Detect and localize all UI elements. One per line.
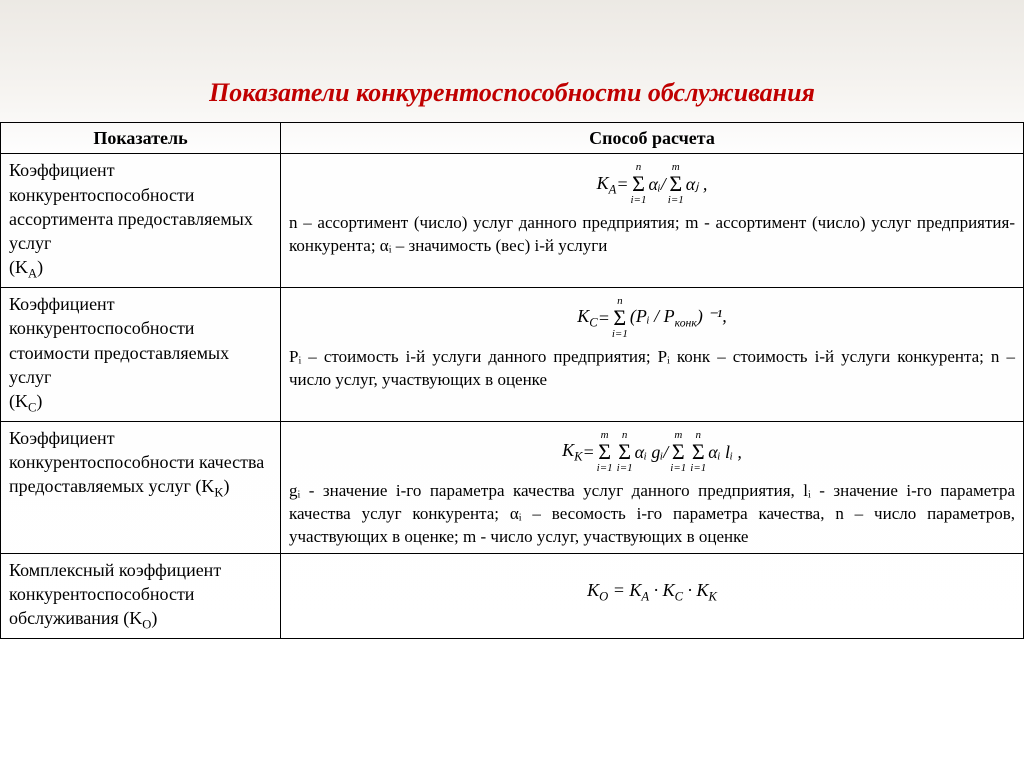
eq: =: [598, 306, 610, 330]
symbol-close: ): [151, 608, 157, 628]
mid: αᵢ gᵢ: [635, 440, 664, 464]
mid2: αᵢ lᵢ ,: [708, 440, 742, 464]
eq: =: [583, 440, 595, 464]
lhs: K: [562, 440, 574, 460]
formula-description: n – ассортимент (число) услуг данного пр…: [289, 212, 1015, 258]
symbol-close: ): [36, 391, 42, 411]
symbol-open: (K: [9, 257, 28, 277]
sigma-icon: mΣi=1: [668, 162, 684, 206]
term: αⱼ ,: [686, 172, 708, 196]
eq: =: [616, 172, 628, 196]
indicators-table: Показатель Способ расчета Коэффициент ко…: [0, 122, 1024, 639]
symbol-open: (K: [9, 391, 28, 411]
lhs: K: [577, 306, 589, 326]
body2: ) ⁻¹,: [697, 306, 727, 326]
text: ассортимента предоставляемых: [9, 209, 253, 229]
r2s: C: [675, 589, 683, 603]
col-header-method: Способ расчета: [281, 123, 1024, 154]
lhs-sub: O: [599, 589, 608, 603]
col-header-indicator: Показатель: [1, 123, 281, 154]
lhs-sub: A: [609, 182, 617, 196]
formula: KO = KA · KC · KK: [289, 578, 1015, 606]
symbol-close: ): [224, 476, 230, 496]
sigma-icon: nΣi=1: [690, 430, 706, 474]
calculation-cell: KK = mΣi=1 nΣi=1 αᵢ gᵢ / mΣi=1 nΣi=1 αᵢ …: [281, 421, 1024, 553]
sigma-icon: nΣi=1: [612, 296, 628, 340]
formula: KA = nΣi=1 αᵢ / mΣi=1 αⱼ ,: [289, 162, 1015, 206]
formula: KC = nΣi=1 (Pᵢ / Pконк) ⁻¹,: [289, 296, 1015, 340]
indicator-cell: Коэффициент конкурентоспособности стоимо…: [1, 288, 281, 422]
table-row: Коэффициент конкурентоспособности стоимо…: [1, 288, 1024, 422]
text: услуг: [9, 233, 51, 253]
r1s: A: [641, 589, 649, 603]
text: Комплексный коэффициент: [9, 560, 221, 580]
body: (Pᵢ / P: [630, 306, 675, 326]
lhs: K: [587, 580, 599, 600]
table-row: Комплексный коэффициент конкурентоспособ…: [1, 553, 1024, 638]
symbol-close: ): [37, 257, 43, 277]
r2: · K: [654, 580, 675, 600]
body-sub: конк: [675, 317, 697, 330]
r1: K: [629, 580, 641, 600]
text: конкурентоспособности качества: [9, 452, 264, 472]
div: /: [663, 440, 668, 464]
r3: · K: [688, 580, 709, 600]
sigma-icon: mΣi=1: [597, 430, 613, 474]
div: /: [661, 172, 666, 196]
sigma-icon: nΣi=1: [617, 430, 633, 474]
formula-description: gᵢ - значение i-го параметра качества ус…: [289, 480, 1015, 549]
indicator-cell: Комплексный коэффициент конкурентоспособ…: [1, 553, 281, 638]
symbol-sub: O: [142, 618, 151, 632]
symbol-sub: A: [28, 267, 37, 281]
text: обслуживания (K: [9, 608, 142, 628]
lhs: K: [597, 173, 609, 193]
lhs-sub: K: [574, 450, 582, 464]
calculation-cell: KO = KA · KC · KK: [281, 553, 1024, 638]
symbol-sub: K: [214, 486, 223, 500]
text: конкурентоспособности: [9, 185, 194, 205]
term: αᵢ: [648, 172, 660, 196]
calculation-cell: KA = nΣi=1 αᵢ / mΣi=1 αⱼ , n – ассортиме…: [281, 154, 1024, 288]
text: предоставляемых услуг (K: [9, 476, 214, 496]
text: конкурентоспособности: [9, 318, 194, 338]
text: Коэффициент: [9, 160, 115, 180]
text: конкурентоспособности: [9, 584, 194, 604]
r3s: K: [709, 589, 717, 603]
table-row: Коэффициент конкурентоспособности качест…: [1, 421, 1024, 553]
lhs-sub: C: [589, 316, 597, 330]
table-header-row: Показатель Способ расчета: [1, 123, 1024, 154]
sigma-icon: nΣi=1: [630, 162, 646, 206]
table-row: Коэффициент конкурентоспособности ассорт…: [1, 154, 1024, 288]
text: Коэффициент: [9, 428, 115, 448]
text: стоимости предоставляемых услуг: [9, 343, 229, 387]
indicator-cell: Коэффициент конкурентоспособности ассорт…: [1, 154, 281, 288]
indicator-cell: Коэффициент конкурентоспособности качест…: [1, 421, 281, 553]
formula-description: Pᵢ – стоимость i-й услуги данного предпр…: [289, 346, 1015, 392]
calculation-cell: KC = nΣi=1 (Pᵢ / Pконк) ⁻¹, Pᵢ – стоимос…: [281, 288, 1024, 422]
sigma-icon: mΣi=1: [670, 430, 686, 474]
page-title: Показатели конкурентоспособности обслужи…: [0, 0, 1024, 122]
formula: KK = mΣi=1 nΣi=1 αᵢ gᵢ / mΣi=1 nΣi=1 αᵢ …: [289, 430, 1015, 474]
text: Коэффициент: [9, 294, 115, 314]
eq: =: [613, 580, 630, 600]
